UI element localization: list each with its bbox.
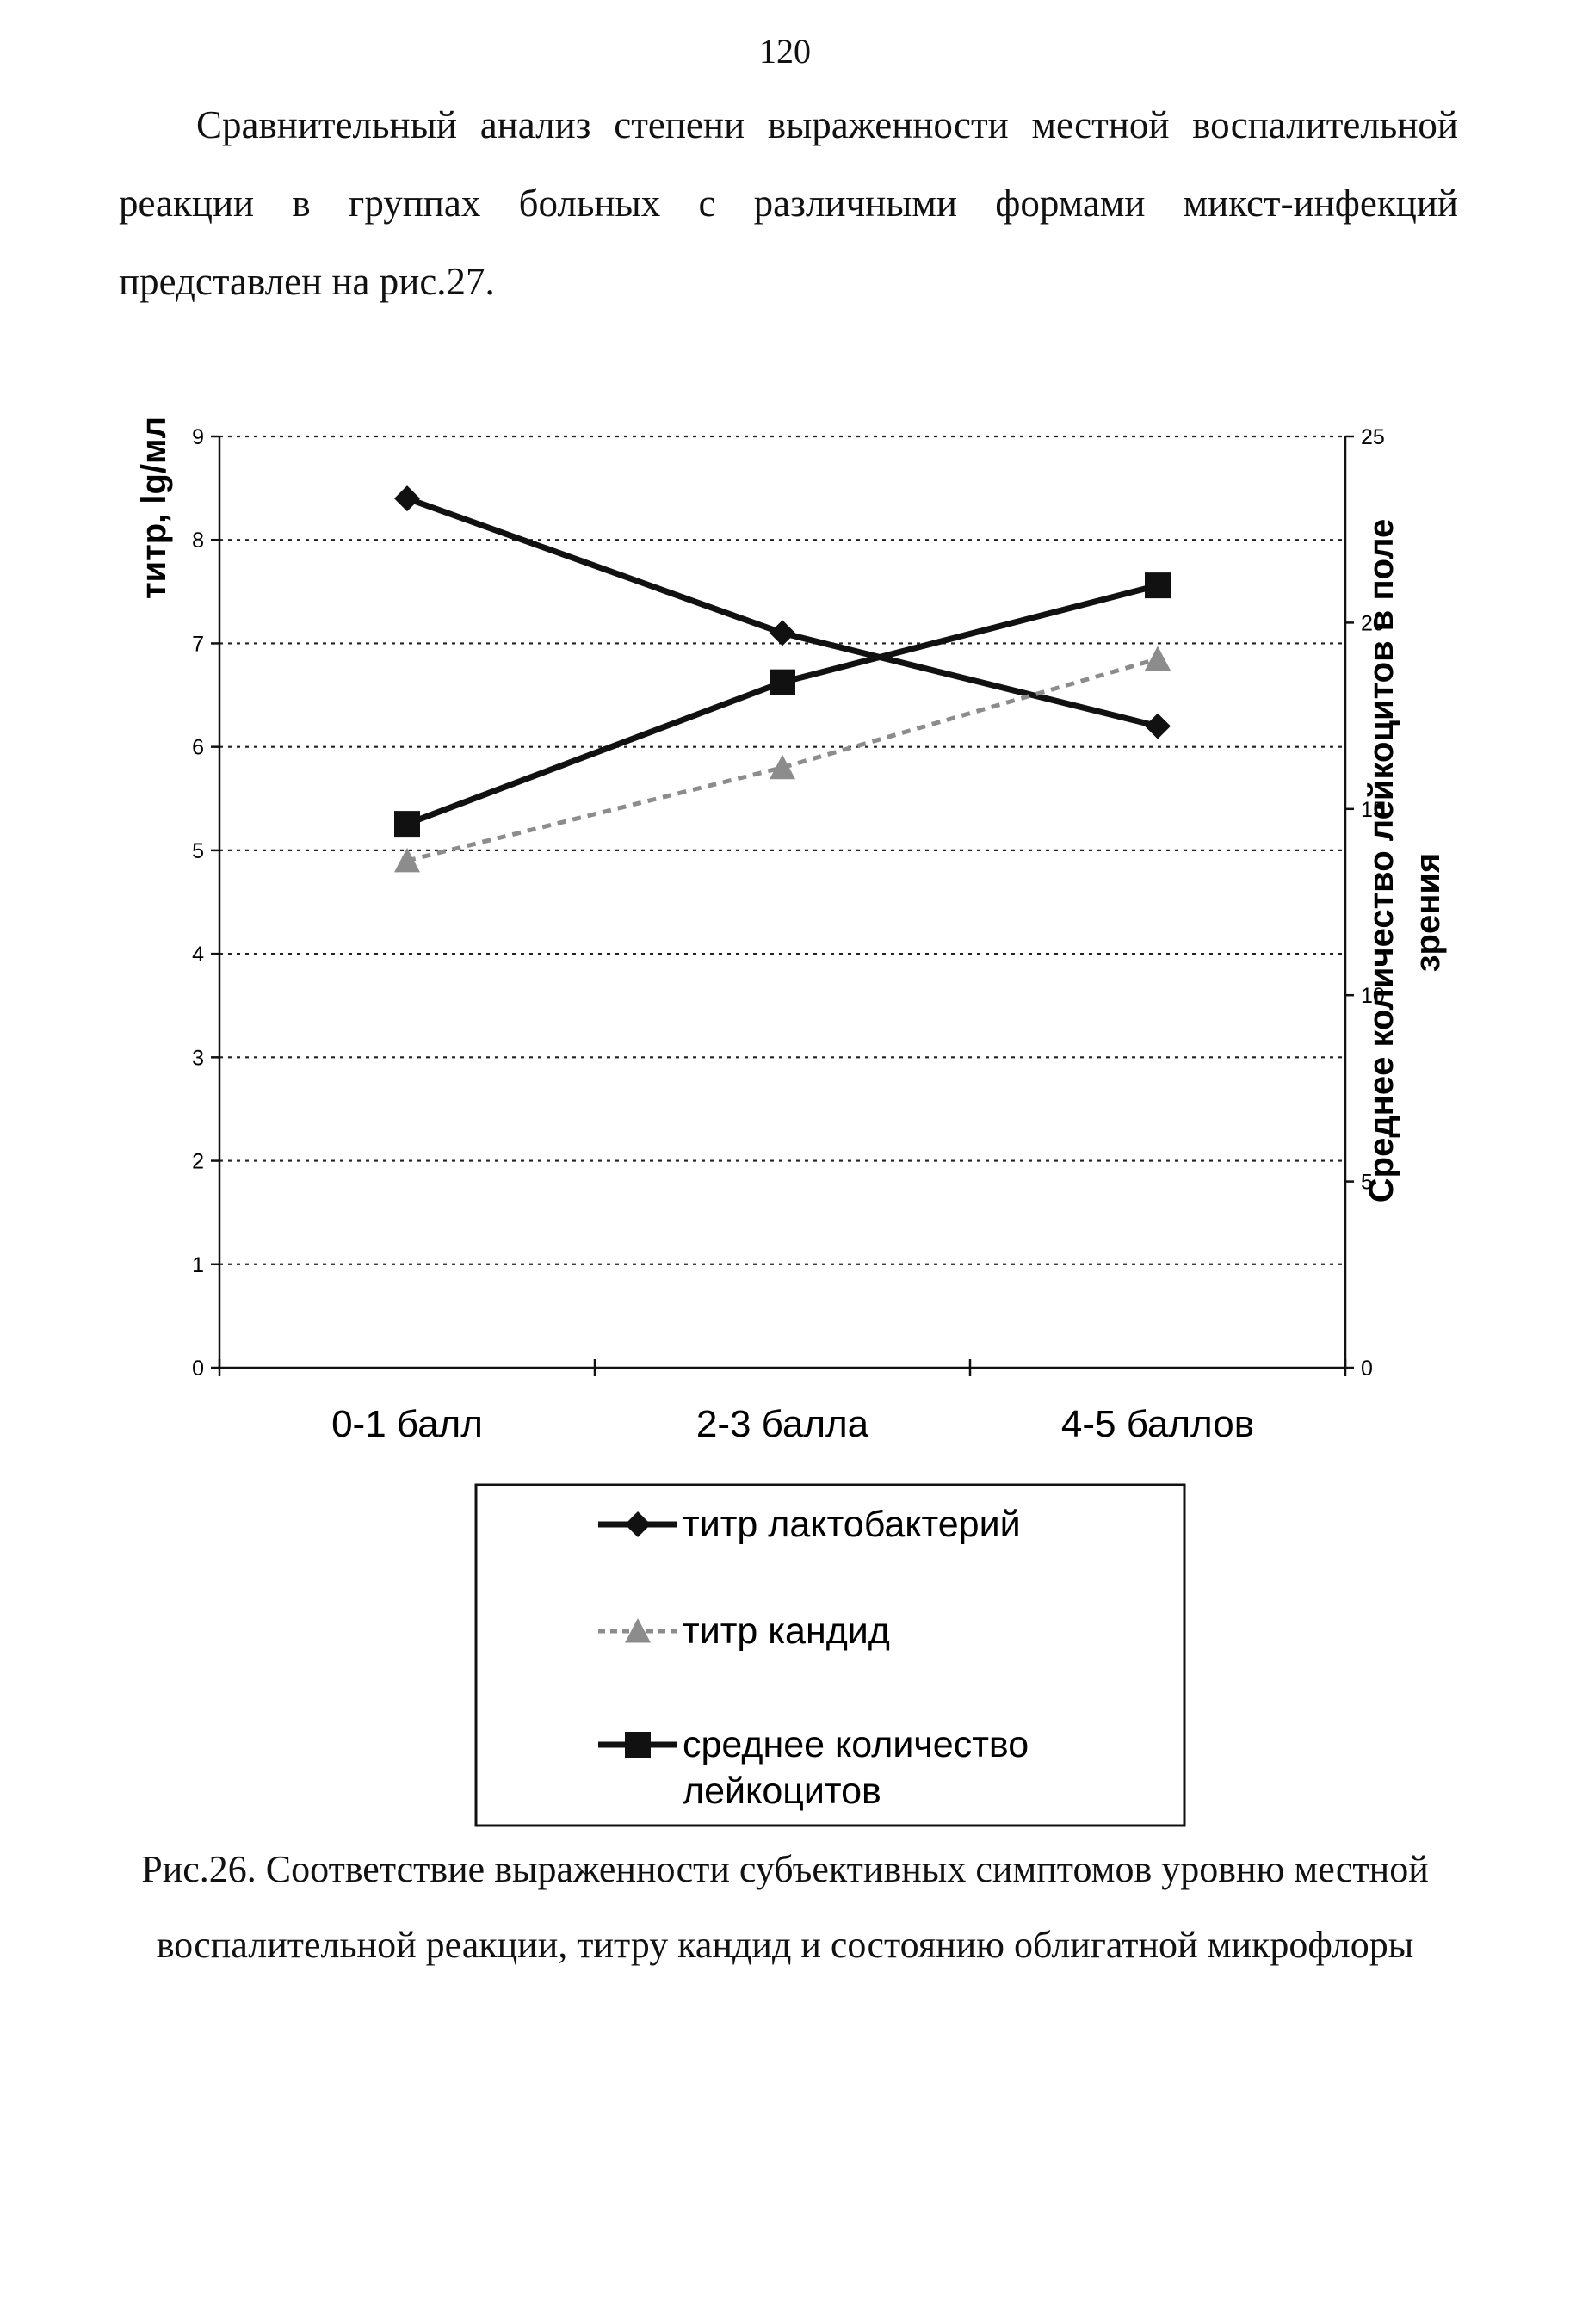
y-right-axis-title-line-1: Среднее количество лейкоцитов в поле xyxy=(1363,519,1400,1203)
intro-paragraph: Сравнительный анализ степени выраженност… xyxy=(119,86,1458,321)
series-1-point-1 xyxy=(394,485,420,512)
series-2-line xyxy=(406,657,1159,863)
series-2-point-1 xyxy=(394,847,420,873)
legend-series-1-label: титр лактобактерий xyxy=(683,1504,1021,1545)
x-tick-label-0: 0-1 балл xyxy=(331,1403,483,1445)
series-3-point-1 xyxy=(394,811,420,838)
y-right-tick-label-25: 25 xyxy=(1361,425,1385,449)
legend-series-3-label-line-2: лейкоцитов xyxy=(683,1771,881,1812)
series-1-point-2 xyxy=(770,620,795,646)
figure-caption: Рис.26. Соответствие выраженности субъек… xyxy=(141,1848,1429,1966)
legend-series-3-marker xyxy=(625,1732,651,1758)
series-3-point-3 xyxy=(1145,572,1171,599)
legend-series-1-marker xyxy=(625,1511,651,1537)
y-left-tick-label-4: 4 xyxy=(192,943,204,967)
y-right-axis-title-line-2: зрения xyxy=(1409,853,1447,973)
y-left-tick-label-8: 8 xyxy=(192,528,204,553)
series-3-point-2 xyxy=(770,669,795,695)
legend-series-2-marker xyxy=(625,1618,651,1643)
intro-line-1: Сравнительный анализ степени выраженност… xyxy=(196,103,1458,146)
y-right-tick-label-20: 20 xyxy=(1361,611,1385,635)
y-left-axis-title: титр, lg/мл xyxy=(135,417,173,599)
legend-series-3-label-line-1: среднее количество xyxy=(683,1724,1029,1765)
line-chart: 0 1 2 3 4 5 6 7 8 9 0 5 10 15 20 25 0-1 балл 2-3 балла 4-5… xyxy=(135,417,1447,1827)
y-left-tick-label-5: 5 xyxy=(192,839,204,863)
y-left-tick-label-0: 0 xyxy=(192,1357,204,1381)
y-right-tick-label-15: 15 xyxy=(1361,798,1385,822)
page-number: 120 xyxy=(759,32,811,71)
y-left-tick-label-3: 3 xyxy=(192,1046,204,1070)
y-left-tick-label-7: 7 xyxy=(192,632,204,656)
x-tick-label-2: 4-5 баллов xyxy=(1061,1403,1254,1445)
series-2-point-3 xyxy=(1145,646,1171,671)
y-right-tick-label-10: 10 xyxy=(1361,984,1385,1008)
y-left-tick-label-2: 2 xyxy=(192,1150,204,1174)
series-1-point-3 xyxy=(1145,713,1171,739)
intro-line-2: реакции в группах больных с различными ф… xyxy=(119,182,1458,225)
series-2-point-2 xyxy=(770,754,795,780)
x-tick-label-1: 2-3 балла xyxy=(696,1403,869,1445)
y-right-tick-label-5: 5 xyxy=(1361,1171,1373,1195)
y-left-tick-label-9: 9 xyxy=(192,425,204,449)
y-left-tick-label-1: 1 xyxy=(192,1253,204,1277)
intro-line-3: представлен на рис.27. xyxy=(119,260,495,303)
legend-series-2-label: титр кандид xyxy=(683,1610,890,1652)
y-right-tick-label-0: 0 xyxy=(1361,1357,1373,1381)
legend-box xyxy=(474,1483,1186,1827)
y-left-tick-label-6: 6 xyxy=(192,736,204,760)
